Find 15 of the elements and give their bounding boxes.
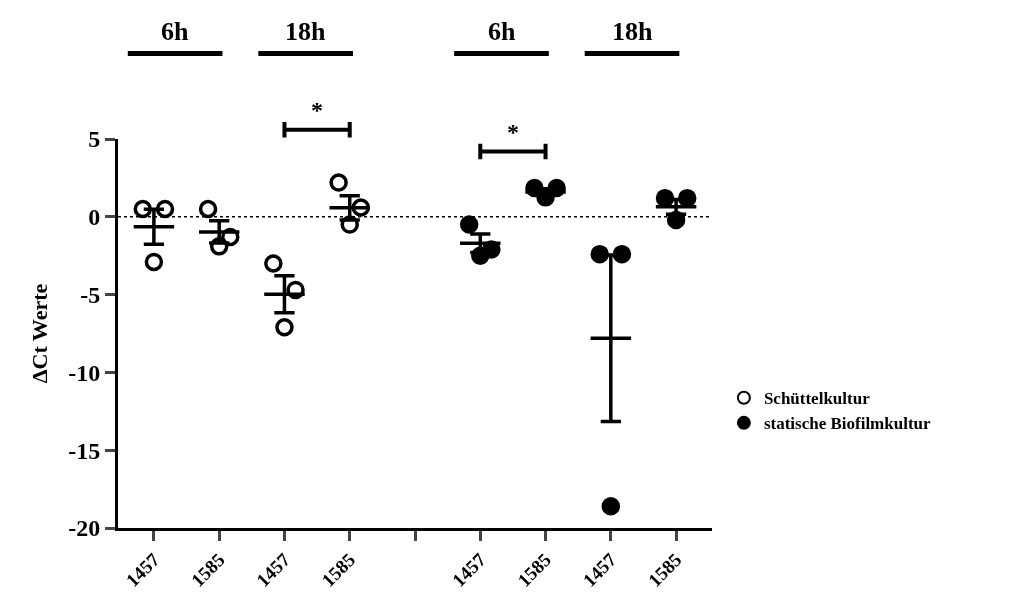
text: 18h (285, 17, 326, 46)
y-tick-label: -5 (80, 282, 101, 308)
y-tick-label: -20 (68, 515, 101, 542)
y-tick-label: 5 (88, 126, 101, 153)
y-tick-label: 0 (88, 204, 101, 231)
y-tick-label: -15 (68, 437, 101, 464)
text: 6h (161, 17, 189, 46)
legend-label: Schüttelkultur (763, 389, 871, 409)
annotation: * (507, 119, 519, 145)
text: 6h (488, 17, 516, 46)
y-tick-label: -10 (68, 359, 101, 386)
text: 18h (612, 17, 653, 46)
text: * (311, 97, 323, 123)
legend-label: statische Biofilmkultur (763, 414, 932, 434)
y-axis-title: ΔCt Werte (27, 283, 52, 384)
